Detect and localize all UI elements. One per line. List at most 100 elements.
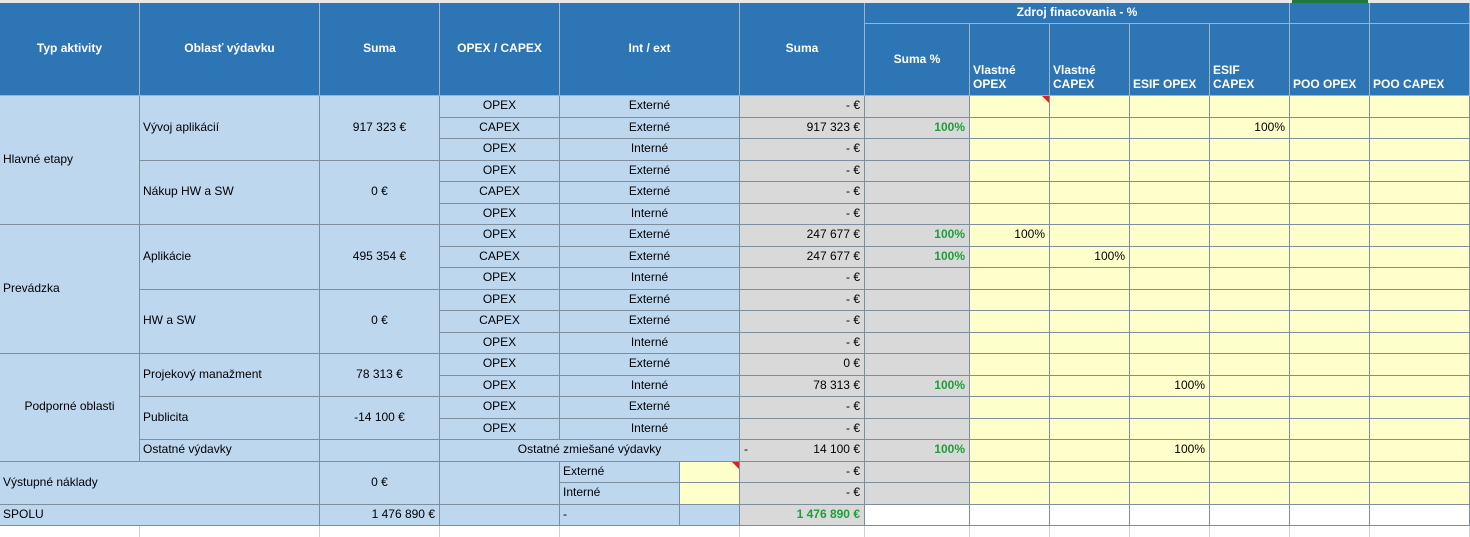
row-esif-capex[interactable] bbox=[1210, 160, 1290, 182]
vystupne-source-cell[interactable] bbox=[1370, 461, 1470, 483]
row-vlastne-opex[interactable] bbox=[970, 354, 1050, 376]
ostatne-vlastne-opex[interactable] bbox=[970, 440, 1050, 462]
row-esif-capex[interactable] bbox=[1210, 182, 1290, 204]
row-poo-capex[interactable] bbox=[1370, 311, 1470, 333]
row-poo-opex[interactable] bbox=[1290, 268, 1370, 290]
row-vlastne-capex[interactable] bbox=[1050, 139, 1130, 161]
row-esif-opex[interactable] bbox=[1130, 96, 1210, 118]
row-esif-opex[interactable] bbox=[1130, 354, 1210, 376]
row-esif-opex[interactable] bbox=[1130, 203, 1210, 225]
vystupne-source-cell[interactable] bbox=[1290, 461, 1370, 483]
row-vlastne-opex[interactable] bbox=[970, 332, 1050, 354]
row-poo-opex[interactable] bbox=[1290, 397, 1370, 419]
row-esif-opex[interactable] bbox=[1130, 397, 1210, 419]
row-esif-capex[interactable] bbox=[1210, 418, 1290, 440]
row-poo-opex[interactable] bbox=[1290, 354, 1370, 376]
row-vlastne-capex[interactable] bbox=[1050, 397, 1130, 419]
row-esif-opex[interactable] bbox=[1130, 268, 1210, 290]
row-vlastne-capex[interactable] bbox=[1050, 311, 1130, 333]
row-poo-capex[interactable] bbox=[1370, 246, 1470, 268]
row-poo-opex[interactable] bbox=[1290, 160, 1370, 182]
row-poo-capex[interactable] bbox=[1370, 160, 1470, 182]
row-poo-opex[interactable] bbox=[1290, 311, 1370, 333]
row-esif-opex[interactable] bbox=[1130, 418, 1210, 440]
row-vlastne-capex[interactable] bbox=[1050, 332, 1130, 354]
row-poo-opex[interactable] bbox=[1290, 117, 1370, 139]
vystupne-source-cell[interactable] bbox=[970, 461, 1050, 483]
row-esif-opex[interactable]: 100% bbox=[1130, 375, 1210, 397]
row-poo-opex[interactable] bbox=[1290, 225, 1370, 247]
row-esif-capex[interactable] bbox=[1210, 139, 1290, 161]
row-vlastne-capex[interactable] bbox=[1050, 182, 1130, 204]
row-vlastne-capex[interactable] bbox=[1050, 418, 1130, 440]
row-vlastne-opex[interactable] bbox=[970, 375, 1050, 397]
spolu-empty-cell[interactable] bbox=[1130, 504, 1210, 526]
row-poo-capex[interactable] bbox=[1370, 397, 1470, 419]
vystupne-input[interactable] bbox=[680, 461, 740, 483]
row-esif-capex[interactable] bbox=[1210, 289, 1290, 311]
vystupne-source-cell[interactable] bbox=[1370, 483, 1470, 505]
row-poo-opex[interactable] bbox=[1290, 418, 1370, 440]
row-poo-capex[interactable] bbox=[1370, 139, 1470, 161]
ostatne-esif-capex[interactable] bbox=[1210, 440, 1290, 462]
row-poo-capex[interactable] bbox=[1370, 225, 1470, 247]
row-esif-opex[interactable] bbox=[1130, 225, 1210, 247]
row-esif-capex[interactable] bbox=[1210, 332, 1290, 354]
row-esif-opex[interactable] bbox=[1130, 246, 1210, 268]
row-poo-opex[interactable] bbox=[1290, 332, 1370, 354]
row-poo-capex[interactable] bbox=[1370, 332, 1470, 354]
row-esif-opex[interactable] bbox=[1130, 289, 1210, 311]
row-vlastne-opex[interactable] bbox=[970, 418, 1050, 440]
vystupne-source-cell[interactable] bbox=[1130, 461, 1210, 483]
row-poo-opex[interactable] bbox=[1290, 203, 1370, 225]
row-esif-capex[interactable]: 100% bbox=[1210, 117, 1290, 139]
vystupne-source-cell[interactable] bbox=[1050, 461, 1130, 483]
row-vlastne-opex[interactable] bbox=[970, 289, 1050, 311]
row-vlastne-opex[interactable] bbox=[970, 117, 1050, 139]
row-esif-capex[interactable] bbox=[1210, 96, 1290, 118]
row-poo-capex[interactable] bbox=[1370, 354, 1470, 376]
row-vlastne-capex[interactable] bbox=[1050, 160, 1130, 182]
ostatne-poo-capex[interactable] bbox=[1370, 440, 1470, 462]
row-poo-capex[interactable] bbox=[1370, 117, 1470, 139]
row-poo-capex[interactable] bbox=[1370, 96, 1470, 118]
row-vlastne-capex[interactable] bbox=[1050, 225, 1130, 247]
ostatne-vlastne-capex[interactable] bbox=[1050, 440, 1130, 462]
row-esif-opex[interactable] bbox=[1130, 311, 1210, 333]
row-poo-capex[interactable] bbox=[1370, 182, 1470, 204]
row-poo-opex[interactable] bbox=[1290, 96, 1370, 118]
row-vlastne-capex[interactable] bbox=[1050, 289, 1130, 311]
row-vlastne-opex[interactable] bbox=[970, 246, 1050, 268]
row-vlastne-capex[interactable] bbox=[1050, 268, 1130, 290]
row-poo-capex[interactable] bbox=[1370, 289, 1470, 311]
row-vlastne-capex[interactable] bbox=[1050, 354, 1130, 376]
row-vlastne-opex[interactable] bbox=[970, 139, 1050, 161]
row-esif-capex[interactable] bbox=[1210, 246, 1290, 268]
row-vlastne-opex[interactable] bbox=[970, 268, 1050, 290]
spolu-empty-cell[interactable] bbox=[1050, 504, 1130, 526]
vystupne-source-cell[interactable] bbox=[1290, 483, 1370, 505]
row-poo-capex[interactable] bbox=[1370, 375, 1470, 397]
row-esif-capex[interactable] bbox=[1210, 311, 1290, 333]
row-vlastne-capex[interactable] bbox=[1050, 96, 1130, 118]
row-poo-capex[interactable] bbox=[1370, 418, 1470, 440]
spolu-empty-cell[interactable] bbox=[865, 504, 970, 526]
vystupne-input[interactable] bbox=[680, 483, 740, 505]
row-esif-opex[interactable] bbox=[1130, 182, 1210, 204]
row-vlastne-capex[interactable] bbox=[1050, 203, 1130, 225]
row-esif-capex[interactable] bbox=[1210, 354, 1290, 376]
row-vlastne-opex[interactable]: 100% bbox=[970, 225, 1050, 247]
comment-indicator[interactable] bbox=[732, 461, 739, 469]
row-vlastne-capex[interactable]: 100% bbox=[1050, 246, 1130, 268]
row-esif-capex[interactable] bbox=[1210, 397, 1290, 419]
row-poo-opex[interactable] bbox=[1290, 289, 1370, 311]
row-esif-capex[interactable] bbox=[1210, 203, 1290, 225]
ostatne-esif-opex[interactable]: 100% bbox=[1130, 440, 1210, 462]
spolu-empty-cell[interactable] bbox=[970, 504, 1050, 526]
spolu-empty-cell[interactable] bbox=[1290, 504, 1370, 526]
vystupne-source-cell[interactable] bbox=[1210, 483, 1290, 505]
row-esif-capex[interactable] bbox=[1210, 225, 1290, 247]
row-poo-opex[interactable] bbox=[1290, 182, 1370, 204]
row-esif-capex[interactable] bbox=[1210, 268, 1290, 290]
row-esif-opex[interactable] bbox=[1130, 332, 1210, 354]
